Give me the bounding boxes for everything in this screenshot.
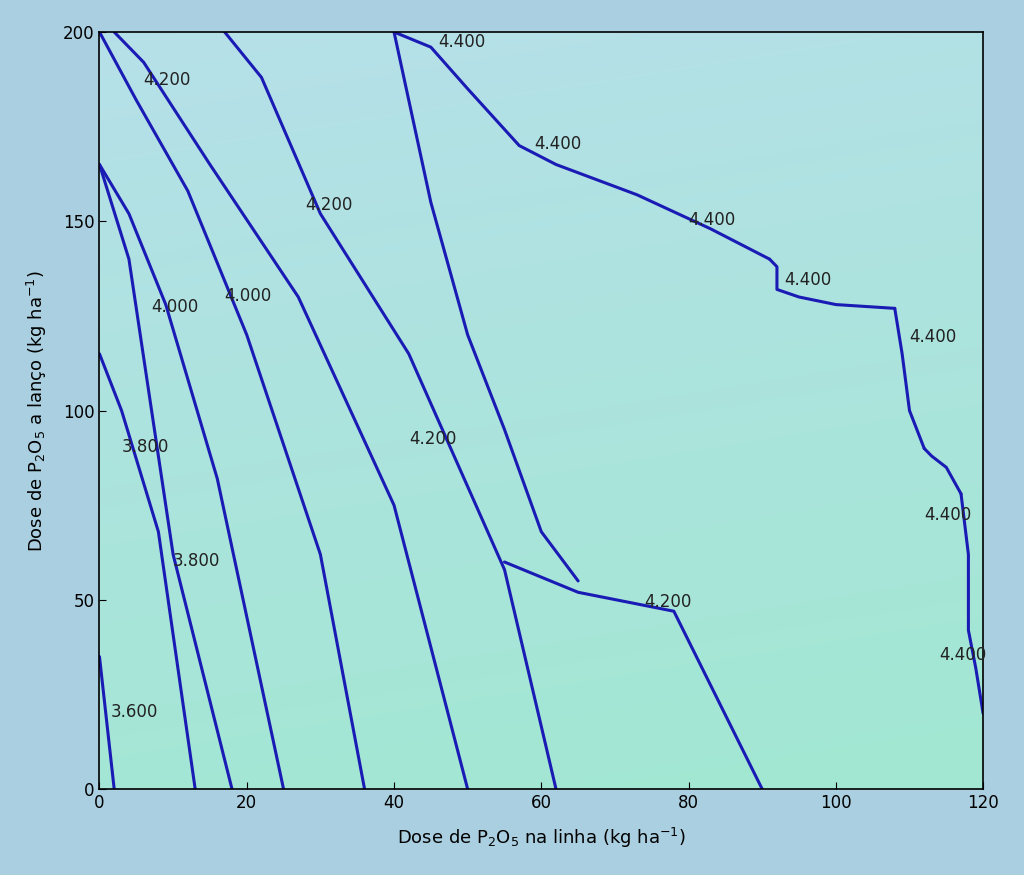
Text: 4.400: 4.400 [939, 647, 986, 664]
Text: 3.600: 3.600 [111, 703, 158, 721]
Text: 4.200: 4.200 [644, 593, 692, 612]
Text: 4.200: 4.200 [305, 196, 353, 214]
Text: 3.800: 3.800 [173, 551, 220, 570]
Text: 4.200: 4.200 [409, 430, 456, 448]
Text: 4.000: 4.000 [224, 287, 272, 304]
Text: 4.400: 4.400 [925, 506, 972, 524]
Text: 3.800: 3.800 [122, 438, 169, 456]
Text: 4.200: 4.200 [143, 71, 191, 88]
X-axis label: Dose de P$_2$O$_5$ na linha (kg ha$^{-1}$): Dose de P$_2$O$_5$ na linha (kg ha$^{-1}… [397, 826, 686, 850]
Text: 4.400: 4.400 [909, 328, 956, 346]
Text: 4.400: 4.400 [534, 135, 582, 153]
Text: 4.400: 4.400 [688, 211, 736, 229]
Text: 4.400: 4.400 [784, 271, 831, 290]
Y-axis label: Dose de P$_2$O$_5$ a lanço (kg ha$^{-1}$): Dose de P$_2$O$_5$ a lanço (kg ha$^{-1}$… [25, 270, 49, 551]
Text: 4.000: 4.000 [151, 298, 199, 316]
Text: 4.400: 4.400 [438, 33, 485, 51]
